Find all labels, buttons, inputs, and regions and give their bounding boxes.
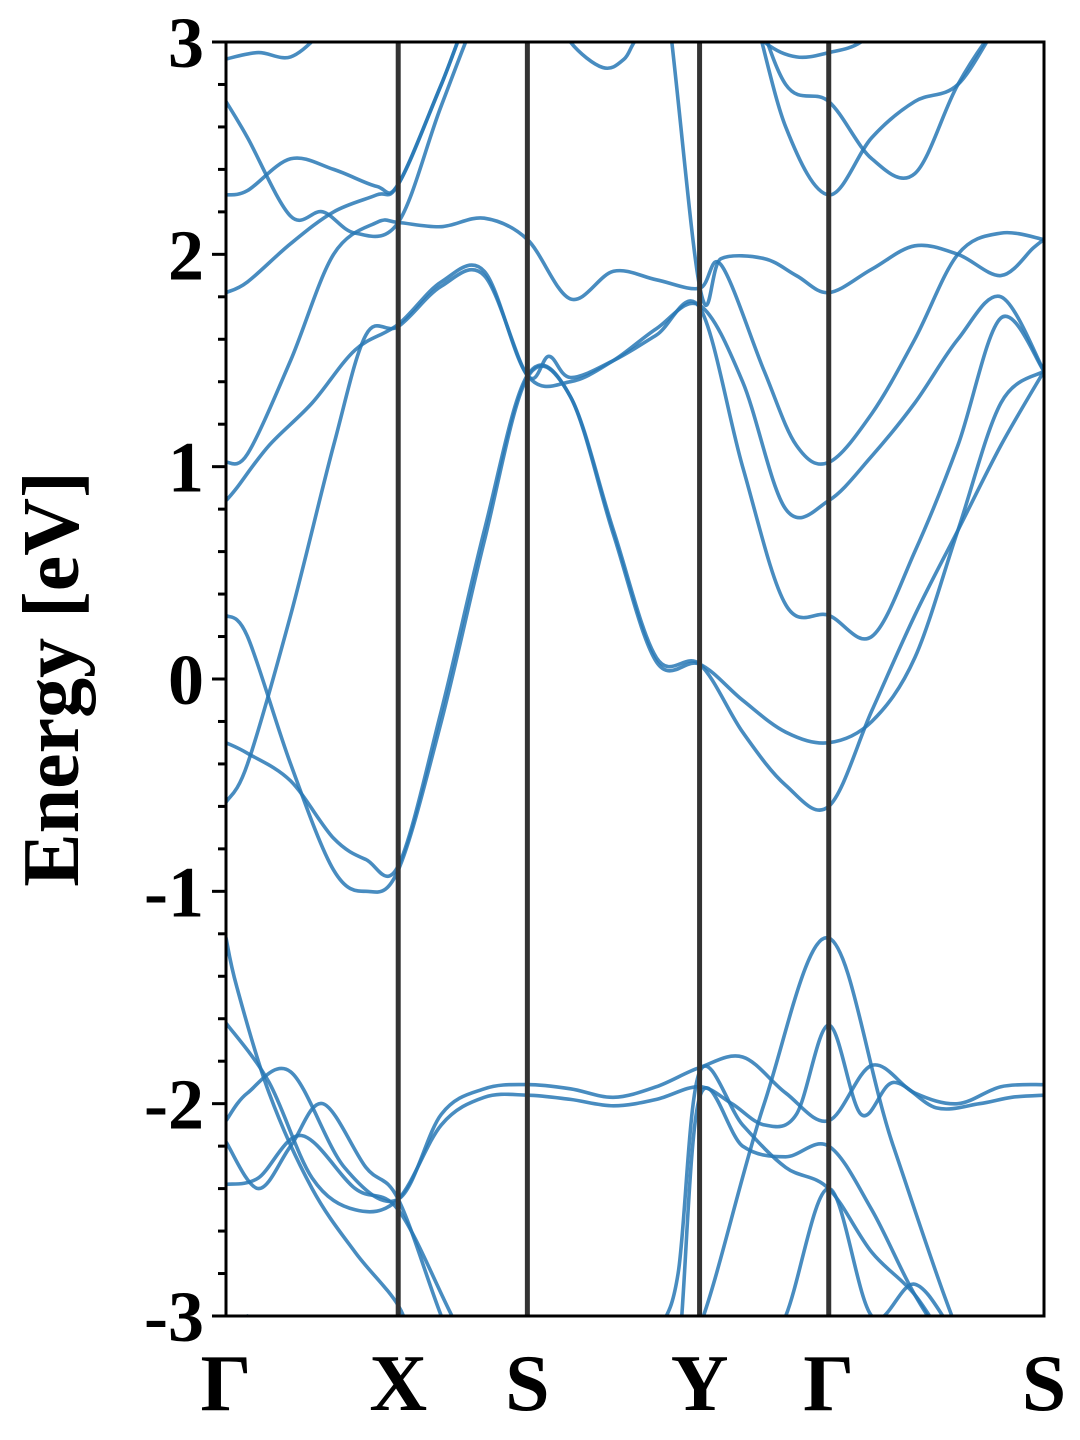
y-ticks-layer [212,40,226,1318]
k-point-label: Y [671,1340,729,1428]
k-point-label: S [505,1340,550,1428]
k-point-label: Γ [201,1340,252,1428]
y-tick-label: 2 [168,215,204,295]
y-tick-label: 1 [168,428,204,508]
y-tick-label: 3 [168,3,204,83]
band-line-13 [226,42,989,197]
y-tick-label: -2 [144,1065,204,1145]
band-line-11 [226,216,1044,466]
kpath-lines-layer [395,42,832,1316]
band-line-9 [226,267,1044,804]
k-point-label: X [369,1340,427,1428]
y-tick-label: 0 [168,640,204,720]
band-line-12 [226,42,1044,308]
band-line-4 [226,1086,930,1316]
y-axis-label: Energy [eV] [8,471,96,886]
band-line-10 [226,263,1044,520]
band-line-3 [226,1054,1044,1204]
y-tick-label: -3 [144,1277,204,1357]
k-point-label: Γ [803,1340,854,1428]
y-tick-label: -1 [144,852,204,932]
y-tick-labels-layer: -3 -2 -1 0 1 2 3 [144,3,204,1357]
band-line-8 [226,363,1044,879]
band-line-6 [245,1186,945,1316]
band-line-14 [226,42,988,239]
bands-layer [226,42,1044,1316]
k-point-label: S [1022,1340,1067,1428]
band-line-7 [226,364,1044,894]
band-line-1 [226,936,954,1316]
plot-frame [224,40,1046,1318]
band-line-5 [226,1064,932,1316]
